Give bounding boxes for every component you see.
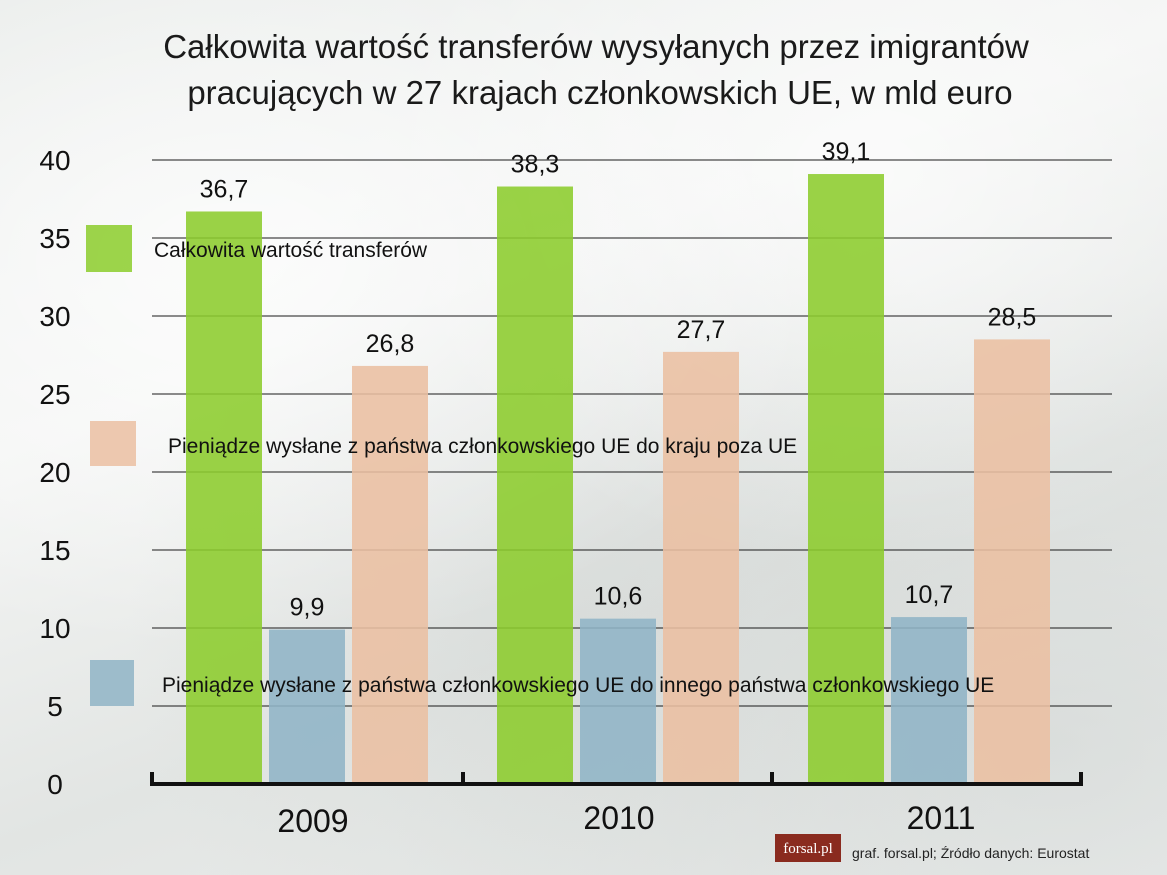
y-axis-ticks: 0 5 10 15 20 25 30 35 40: [39, 145, 70, 800]
legend: Całkowita wartość transferów Pieniądze wy…: [86, 225, 994, 706]
footer: forsal.pl graf. forsal.pl; Źródło danych…: [775, 834, 1089, 862]
x-tick-label: 2009: [277, 803, 348, 839]
data-label: 28,5: [988, 303, 1037, 331]
y-tick-label: 0: [47, 769, 63, 800]
bars: [186, 174, 1050, 785]
y-tick-label: 20: [39, 457, 70, 488]
data-label: 39,1: [822, 138, 871, 166]
bar-2011-series-1: [808, 174, 884, 785]
legend-label: Całkowita wartość transferów: [154, 239, 428, 262]
forsal-logo-badge: [775, 834, 841, 862]
x-tick-label: 2011: [907, 800, 976, 836]
bar-2009-series-1: [186, 211, 262, 785]
source-note: graf. forsal.pl; Źródło danych: Eurostat: [852, 845, 1089, 861]
y-tick-label: 5: [47, 691, 63, 722]
data-label: 10,7: [905, 581, 954, 609]
y-tick-label: 40: [39, 145, 70, 176]
data-label: 36,7: [200, 175, 249, 203]
y-tick-label: 30: [39, 301, 70, 332]
forsal-logo: forsal.pl: [783, 841, 833, 857]
data-label: 38,3: [511, 151, 560, 179]
x-tick-label: 2010: [583, 800, 654, 836]
bar-2009-series-2: [269, 629, 345, 784]
y-tick-label: 10: [39, 613, 70, 644]
chart-title-line-2: pracujących w 27 krajach członkowskich U…: [187, 74, 1012, 111]
data-label: 27,7: [677, 316, 726, 344]
legend-swatch: [90, 660, 134, 706]
y-tick-label: 15: [39, 535, 70, 566]
bar-2011-series-3: [974, 339, 1050, 784]
legend-swatch: [86, 225, 132, 272]
y-tick-label: 35: [39, 223, 70, 254]
legend-swatch: [90, 421, 136, 466]
bar-2010-series-1: [497, 186, 573, 784]
data-label: 10,6: [594, 583, 643, 611]
legend-label: Pieniądze wysłane z państwa członkowskie…: [162, 674, 994, 697]
bar-2009-series-3: [352, 365, 428, 784]
y-tick-label: 25: [39, 379, 70, 410]
data-label: 26,8: [366, 330, 415, 358]
data-label: 9,9: [290, 594, 325, 622]
x-axis: 2009 2010 2011: [150, 772, 1083, 839]
bar-2010-series-2: [580, 618, 656, 784]
data-labels: 36,7 9,9 26,8 38,3 10,6 27,7 39,1 10,7 28,5: [200, 138, 1037, 622]
legend-label: Pieniądze wysłane z państwa członkowskie…: [168, 435, 797, 458]
bar-2011-series-2: [891, 617, 967, 784]
bar-2010-series-3: [663, 351, 739, 784]
chart-title-line-1: Całkowita wartość transferów wysyłanych …: [163, 28, 1029, 65]
